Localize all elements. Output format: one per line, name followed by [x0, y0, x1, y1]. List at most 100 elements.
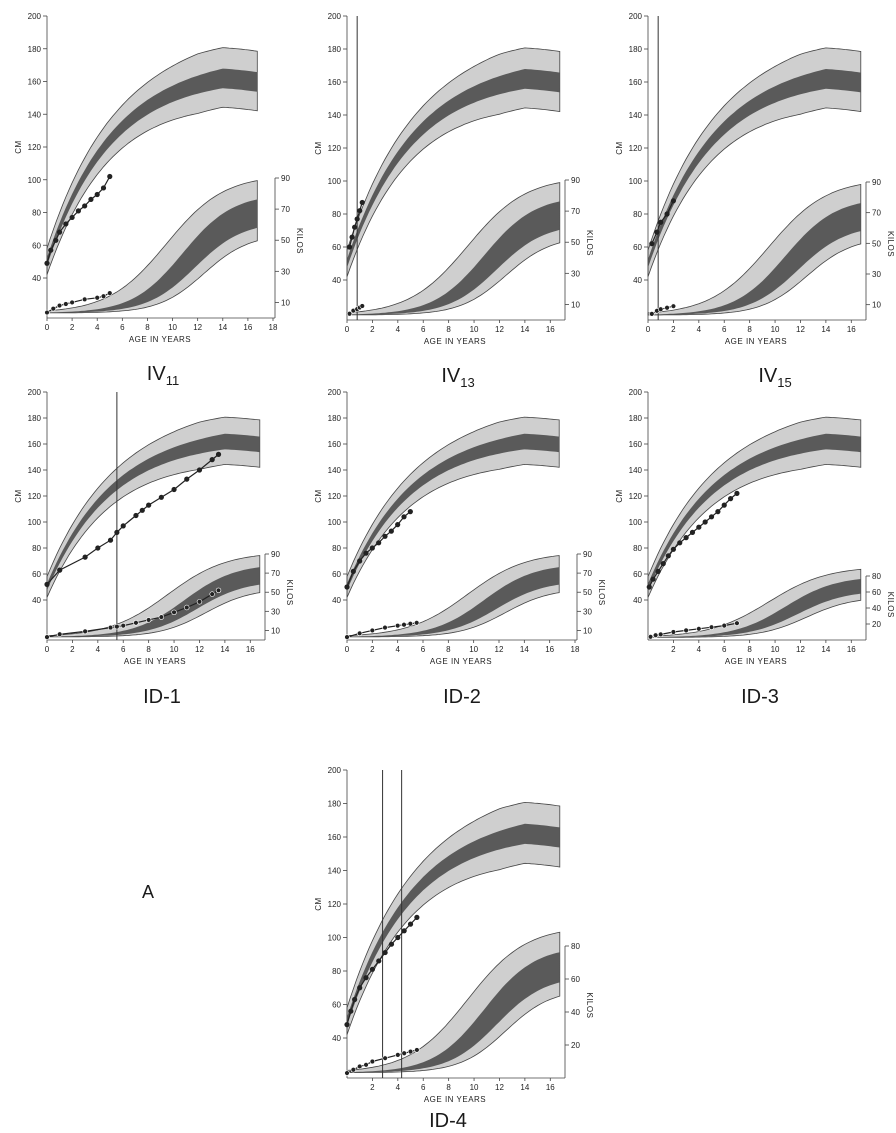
weight-tick-label: 20 [872, 620, 881, 629]
height-data-point [395, 934, 401, 941]
height-band-outer [647, 416, 862, 598]
height-data-point [352, 224, 358, 230]
weight-tick-label: 20 [571, 1041, 580, 1050]
height-tick-label: 140 [328, 111, 342, 120]
height-tick-label: 200 [328, 388, 342, 397]
height-tick-label: 80 [332, 967, 341, 976]
height-data-point [369, 966, 376, 972]
height-data-point [94, 191, 100, 198]
weight-band-inner [47, 199, 258, 313]
height-data-point [401, 514, 407, 520]
height-data-point [649, 241, 655, 247]
weight-tick-label: 10 [571, 300, 580, 309]
height-tick-label: 100 [328, 177, 342, 186]
weight-data-point [81, 296, 88, 303]
weight-data-point [69, 299, 75, 306]
weight-data-point [734, 620, 740, 626]
height-data-point [63, 221, 69, 227]
height-tick-label: 180 [28, 414, 42, 423]
height-data-point [139, 507, 145, 513]
x-tick-label: 0 [345, 325, 350, 334]
height-data-point [348, 1008, 354, 1014]
x-tick-label: 8 [446, 325, 451, 334]
height-tick-label: 100 [629, 177, 643, 186]
height-data-point [120, 523, 126, 529]
height-data-point [171, 486, 177, 493]
weight-data-point [382, 624, 388, 631]
height-band-outer [647, 47, 862, 277]
height-data-point [69, 214, 75, 221]
weight-unit-label: KILOS [285, 580, 294, 606]
x-tick-label: 4 [396, 1083, 401, 1092]
panel-label: ID-1 [143, 686, 181, 708]
weight-data-point [670, 303, 677, 309]
height-unit-label: CM [14, 140, 23, 153]
x-tick-label: 14 [520, 645, 529, 654]
weight-tick-label: 90 [281, 174, 290, 183]
height-data-point [215, 451, 222, 457]
x-tick-label: 16 [546, 325, 555, 334]
panel-label: ID-4 [429, 1110, 467, 1132]
weight-unit-label: KILOS [585, 230, 594, 256]
height-data-point [95, 545, 101, 551]
height-tick-label: 80 [633, 544, 642, 553]
height-tick-label: 120 [28, 143, 42, 152]
weight-data-point [414, 1047, 420, 1053]
height-data-point [696, 524, 702, 530]
x-tick-label: 16 [847, 325, 856, 334]
weight-data-point [209, 591, 215, 597]
height-data-point [346, 244, 353, 250]
weight-data-point [721, 622, 727, 629]
weight-band-inner [648, 203, 861, 315]
weight-unit-label: KILOS [597, 580, 606, 606]
weight-data-point [344, 634, 350, 640]
height-data-point [702, 519, 708, 525]
height-tick-label: 160 [328, 440, 342, 449]
height-tick-label: 40 [633, 276, 642, 285]
height-tick-label: 40 [332, 596, 341, 605]
height-tick-label: 180 [328, 45, 342, 54]
height-tick-label: 60 [332, 570, 341, 579]
weight-data-point [94, 295, 100, 301]
height-data-point [184, 476, 190, 482]
height-data-point [196, 467, 203, 473]
weight-data-point [344, 1070, 350, 1076]
x-tick-label: 8 [146, 645, 151, 654]
weight-series-line [346, 1049, 418, 1074]
x-axis-title: AGE IN YEARS [424, 1095, 486, 1104]
height-data-point [655, 568, 661, 575]
weight-data-point [708, 624, 715, 630]
weight-band-inner [347, 567, 560, 637]
height-tick-label: 120 [328, 492, 342, 501]
weight-data-point [413, 620, 420, 626]
height-series-line [46, 453, 219, 585]
height-data-point [369, 545, 375, 551]
weight-tick-label: 30 [571, 269, 580, 278]
x-tick-label: 6 [421, 645, 426, 654]
x-tick-label: 12 [495, 325, 504, 334]
height-tick-label: 80 [332, 210, 341, 219]
height-band-outer [346, 801, 561, 1035]
height-unit-label: CM [14, 489, 23, 502]
height-tick-label: 180 [328, 800, 342, 809]
x-tick-label: 8 [446, 645, 451, 654]
height-tick-label: 80 [32, 209, 41, 218]
weight-data-point [120, 622, 126, 629]
height-data-point [414, 914, 420, 921]
panel-label-subscript: 15 [777, 375, 791, 390]
weight-data-point [401, 1050, 407, 1056]
height-tick-label: 100 [28, 518, 42, 527]
x-tick-label: 6 [722, 325, 727, 334]
x-tick-label: 12 [195, 645, 204, 654]
height-data-point [357, 985, 363, 991]
x-tick-label: 0 [646, 325, 651, 334]
height-data-point [708, 514, 715, 520]
weight-data-point [382, 1055, 388, 1061]
height-data-point [382, 533, 388, 539]
height-band-inner [347, 433, 560, 591]
x-tick-label: 18 [269, 323, 278, 332]
x-tick-label: 16 [246, 645, 255, 654]
height-tick-label: 60 [332, 1001, 341, 1010]
x-axis-title: AGE IN YEARS [725, 657, 787, 666]
